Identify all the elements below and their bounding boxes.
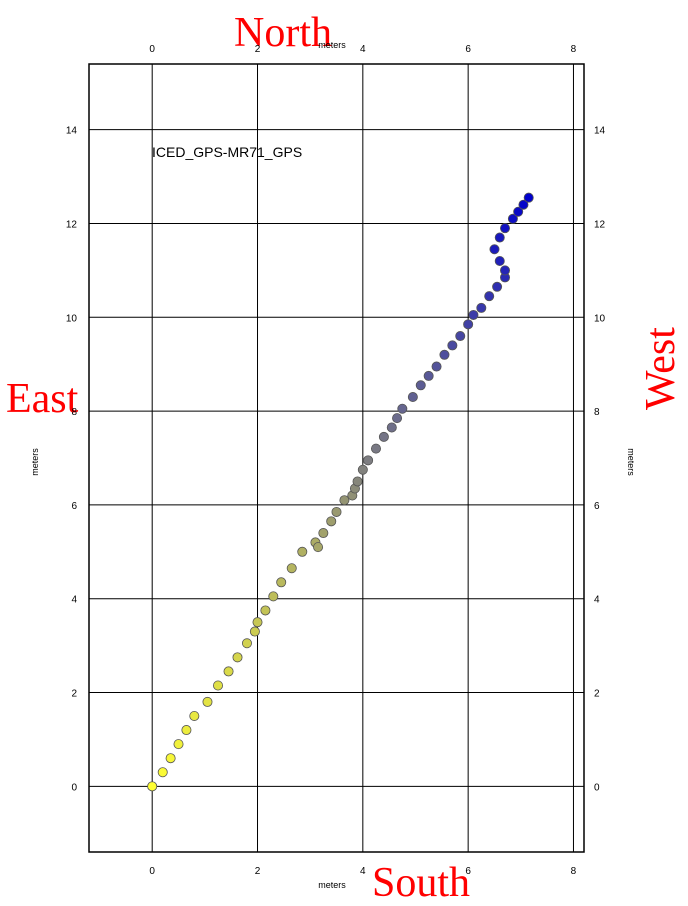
y-tick-label-right: 4 — [594, 595, 600, 606]
y-tick-label-right: 8 — [594, 407, 600, 418]
data-point — [489, 244, 500, 255]
y-tick-label-left: 6 — [71, 501, 77, 512]
data-point — [276, 577, 287, 588]
data-point — [331, 506, 342, 517]
data-point — [378, 431, 389, 442]
data-point — [223, 666, 234, 677]
data-point — [431, 361, 442, 372]
data-point — [523, 192, 534, 203]
x-tick-label-bottom: 2 — [255, 866, 261, 877]
y-tick-label-left: 4 — [71, 595, 77, 606]
data-point — [286, 563, 297, 574]
data-point — [181, 725, 192, 736]
data-point — [241, 638, 252, 649]
data-point — [397, 403, 408, 414]
data-point — [326, 516, 337, 527]
y-tick-label-right: 6 — [594, 501, 600, 512]
data-point — [260, 605, 271, 616]
tick-layer: 0 0 2 2 4 4 6 6 8 8 0 0 2 2 4 4 6 6 8 8 10 10 12 12 14 14 — [66, 44, 606, 877]
data-point — [500, 223, 511, 234]
x-axis-title-top: meters — [318, 40, 346, 50]
data-point — [363, 455, 374, 466]
north-label: North — [234, 10, 332, 56]
data-point — [513, 206, 524, 217]
data-point — [439, 349, 450, 360]
y-tick-label-left: 0 — [71, 782, 77, 793]
chart-annotation: ICED_GPS-MR71_GPS — [152, 144, 302, 160]
y-tick-label-right: 2 — [594, 689, 600, 700]
data-point — [268, 591, 279, 602]
x-axis-title-bottom: meters — [318, 880, 346, 890]
data-point — [313, 542, 324, 553]
data-point — [249, 626, 260, 637]
x-tick-label-top: 8 — [571, 44, 577, 55]
data-point — [447, 340, 458, 351]
y-tick-label-left: 8 — [71, 407, 77, 418]
south-label: South — [372, 860, 471, 906]
data-point — [415, 380, 426, 391]
y-axis-title-left: meters — [30, 448, 40, 476]
y-tick-label-left: 12 — [66, 219, 78, 230]
data-point — [157, 767, 168, 778]
data-point — [507, 213, 518, 224]
data-point — [492, 281, 503, 292]
data-point — [468, 309, 479, 320]
x-tick-label-top: 0 — [149, 44, 155, 55]
x-tick-label-bottom: 0 — [149, 866, 155, 877]
data-point — [318, 528, 329, 539]
y-tick-label-left: 2 — [71, 689, 77, 700]
x-tick-label-bottom: 6 — [465, 866, 471, 877]
x-tick-label-top: 4 — [360, 44, 366, 55]
x-tick-label-bottom: 4 — [360, 866, 366, 877]
data-point — [339, 495, 350, 506]
data-point — [370, 443, 381, 454]
data-point — [407, 392, 418, 403]
data-point — [455, 331, 466, 342]
plot-frame — [88, 63, 585, 853]
y-tick-label-right: 14 — [594, 126, 606, 137]
data-point — [165, 753, 176, 764]
data-point — [494, 255, 505, 266]
data-point — [386, 422, 397, 433]
x-tick-label-bottom: 8 — [571, 866, 577, 877]
data-point — [423, 370, 434, 381]
data-point — [352, 476, 363, 487]
data-point — [518, 199, 529, 210]
grid-layer — [89, 64, 584, 852]
x-tick-label-top: 2 — [255, 44, 261, 55]
data-point — [357, 464, 368, 475]
y-axis-title-right: meters — [626, 448, 636, 476]
point-layer — [147, 192, 534, 792]
data-point — [202, 696, 213, 707]
data-point — [232, 652, 243, 663]
data-point — [494, 232, 505, 243]
y-tick-label-right: 0 — [594, 782, 600, 793]
y-tick-label-left: 10 — [66, 313, 78, 324]
data-point — [173, 739, 184, 750]
x-tick-label-top: 6 — [465, 44, 471, 55]
data-point — [392, 413, 403, 424]
y-tick-label-right: 12 — [594, 219, 606, 230]
data-point — [463, 319, 474, 330]
data-point — [297, 546, 308, 557]
data-point — [476, 302, 487, 313]
data-point — [147, 781, 158, 792]
y-tick-label-right: 10 — [594, 313, 606, 324]
data-point — [500, 265, 511, 276]
data-point — [484, 291, 495, 302]
y-tick-label-left: 14 — [66, 126, 78, 137]
data-point — [213, 680, 224, 691]
data-point — [189, 710, 200, 721]
data-point — [252, 617, 263, 628]
